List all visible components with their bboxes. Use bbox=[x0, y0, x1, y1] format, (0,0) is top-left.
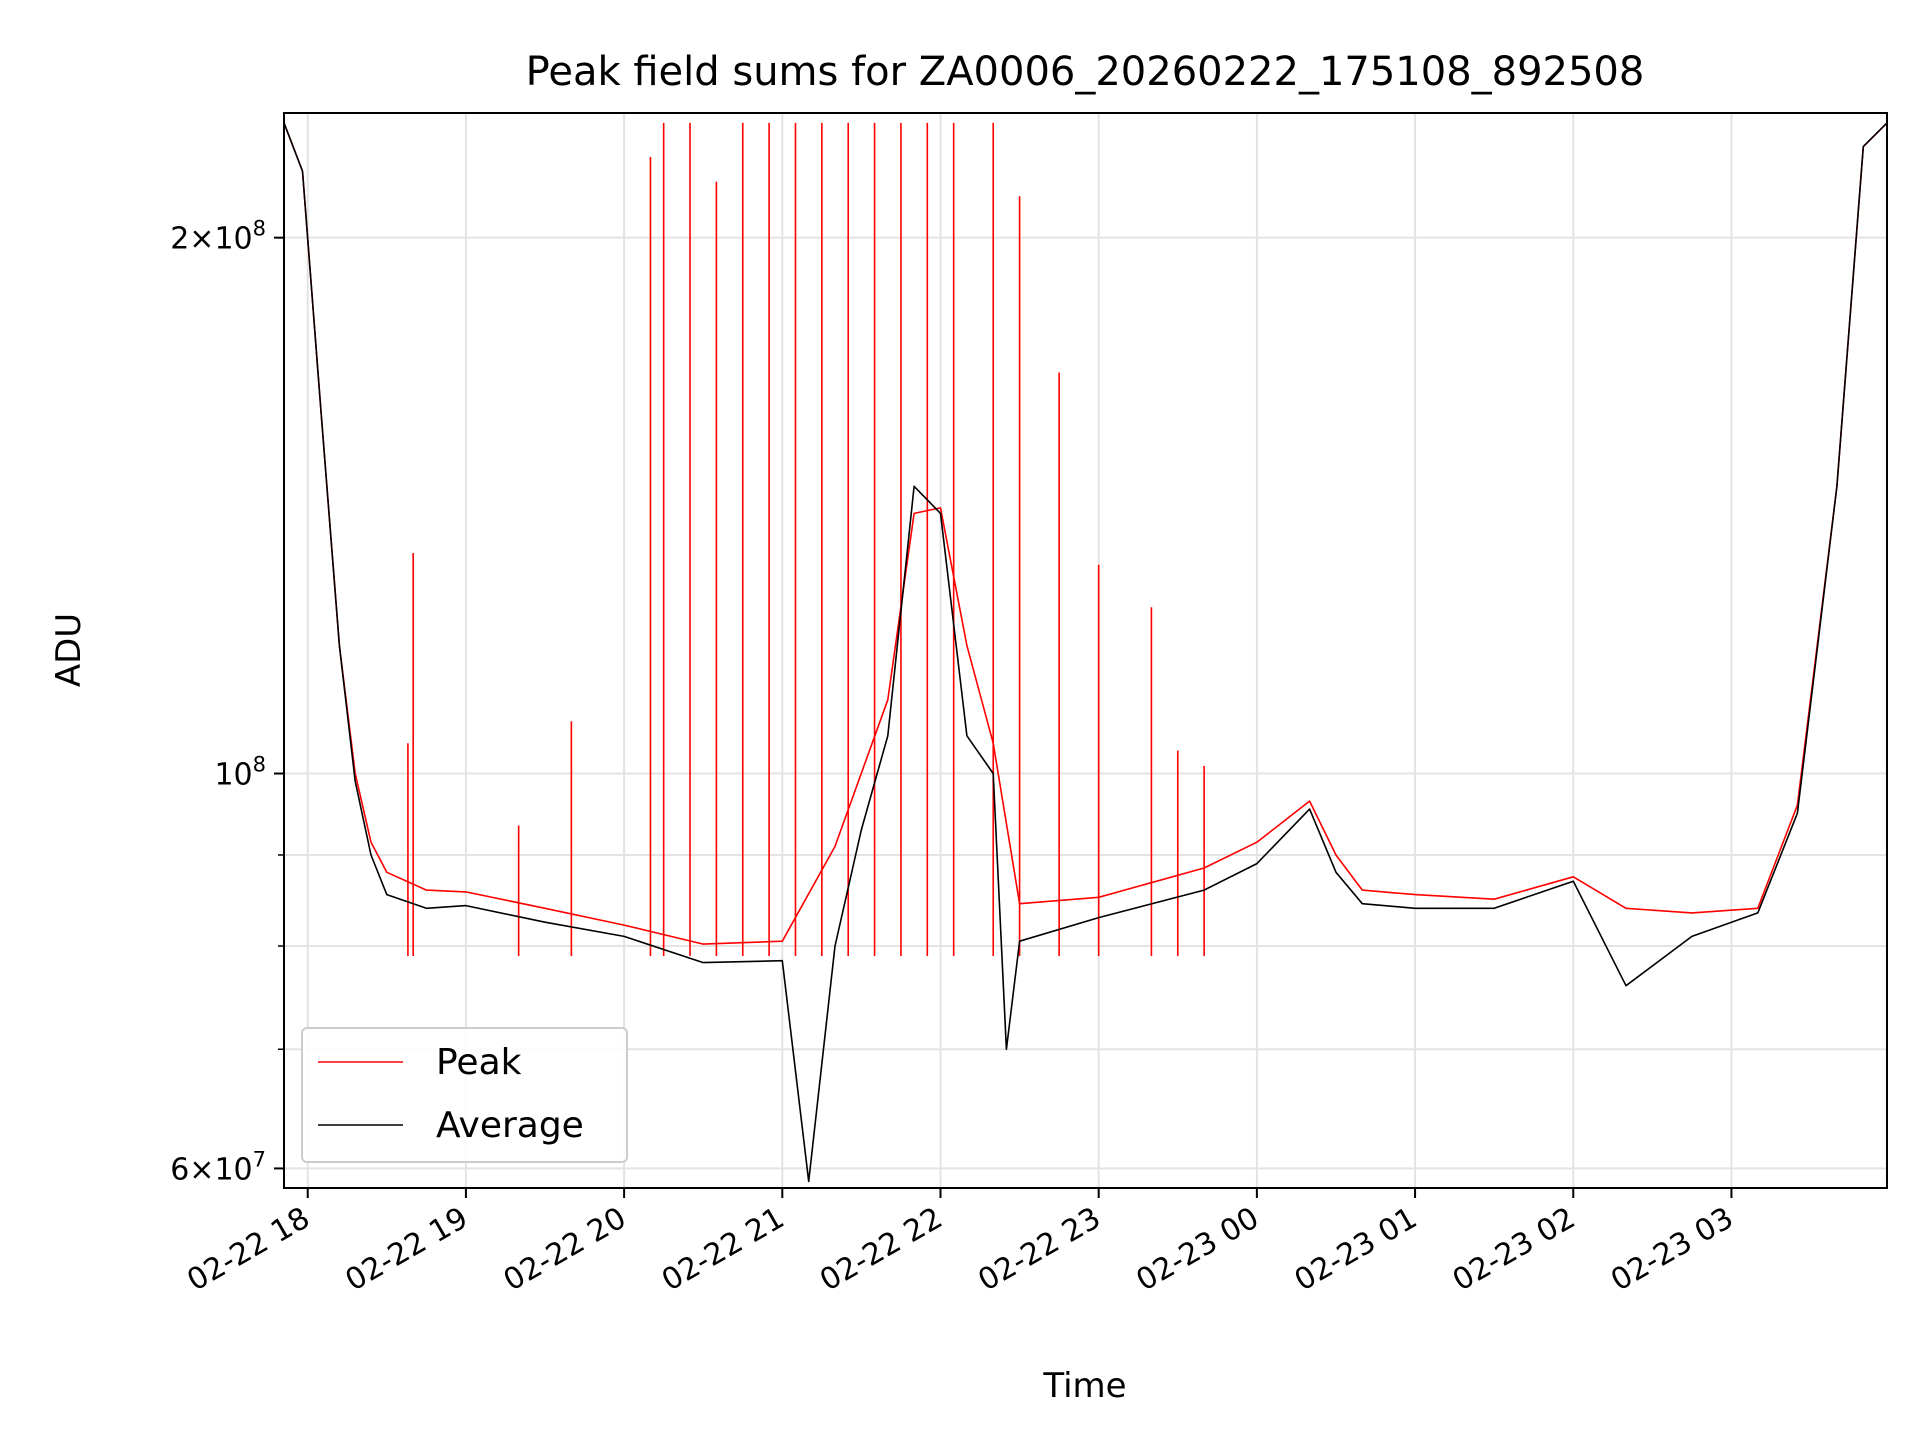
x-tick-label: 02-22 21 bbox=[656, 1201, 790, 1299]
x-tick-label: 02-22 19 bbox=[340, 1201, 474, 1299]
y-axis: 6×107 108 2×108 bbox=[170, 217, 284, 1187]
legend-label-peak: Peak bbox=[436, 1042, 522, 1083]
legend: Peak Average bbox=[301, 1027, 628, 1163]
y-tick-label: 6×107 bbox=[170, 1147, 266, 1187]
y-tick-label: 2×108 bbox=[170, 217, 266, 257]
x-tick-label: 02-22 23 bbox=[972, 1201, 1106, 1299]
y-tick-label: 108 bbox=[214, 753, 266, 793]
x-axis-label: Time bbox=[1042, 1366, 1126, 1406]
chart-title: Peak field sums for ZA0006_20260222_1751… bbox=[526, 49, 1645, 95]
legend-label-average: Average bbox=[436, 1105, 584, 1146]
x-tick-label: 02-22 20 bbox=[498, 1201, 632, 1299]
x-tick-label: 02-23 01 bbox=[1289, 1201, 1423, 1299]
axes-frame bbox=[283, 112, 1888, 1189]
x-tick-label: 02-23 00 bbox=[1131, 1201, 1265, 1299]
x-axis: 02-22 18 02-22 19 02-22 20 02-22 21 02-22 22… bbox=[181, 1188, 1739, 1298]
x-tick-label: 02-22 18 bbox=[181, 1201, 315, 1299]
plot-lines bbox=[283, 122, 1888, 1183]
series-average-line bbox=[283, 122, 1888, 1183]
grid bbox=[284, 113, 1887, 1188]
x-tick-label: 02-22 22 bbox=[814, 1201, 948, 1299]
y-axis-label: ADU bbox=[49, 613, 89, 687]
x-tick-label: 02-23 02 bbox=[1447, 1201, 1581, 1299]
series-peak-line bbox=[283, 122, 1888, 945]
x-tick-label: 02-23 03 bbox=[1605, 1201, 1739, 1299]
